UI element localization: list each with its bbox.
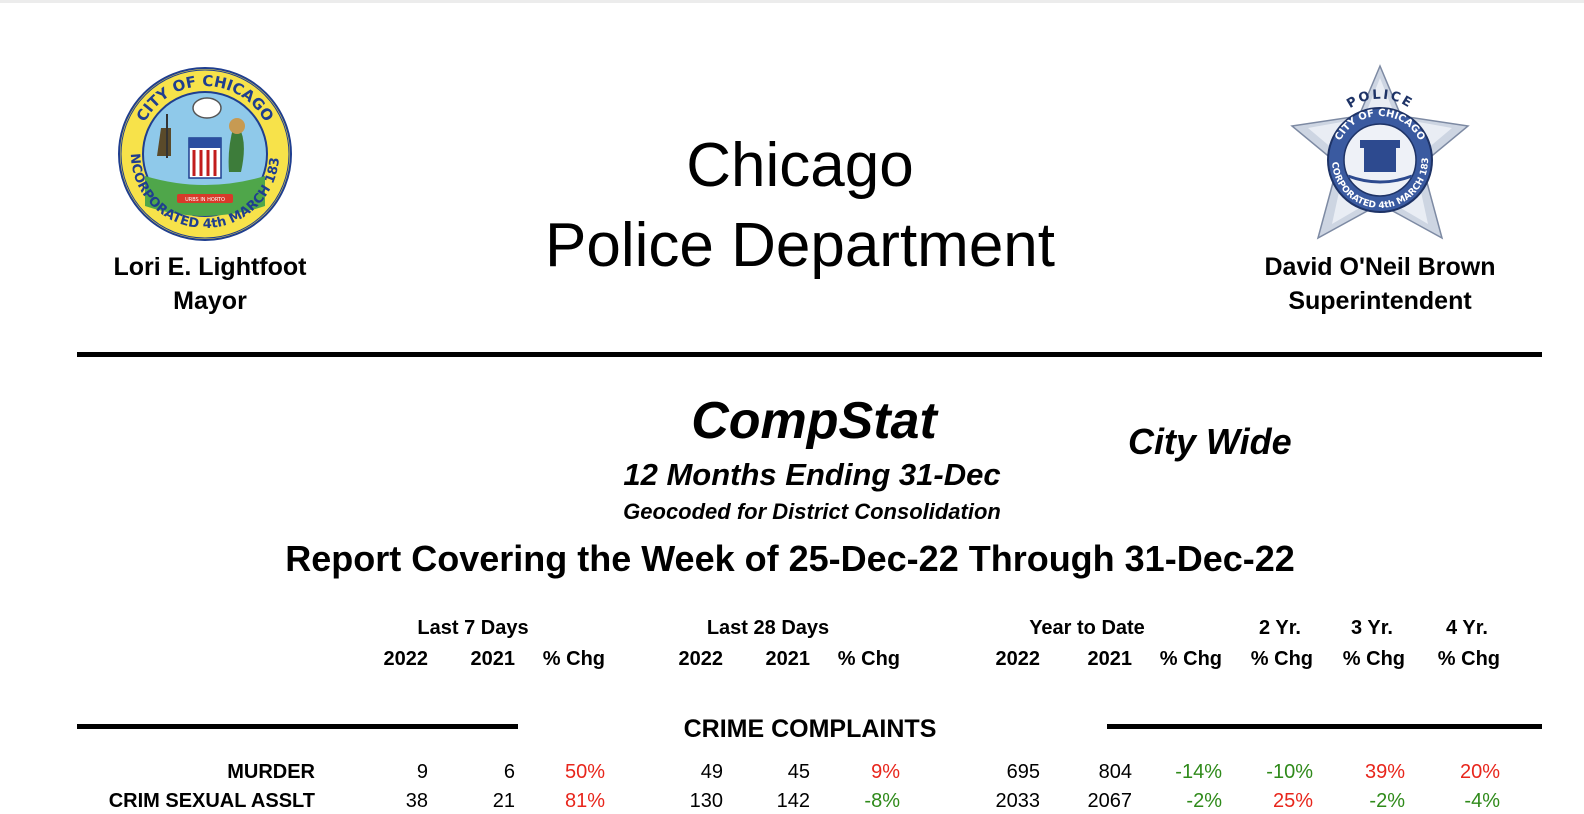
- table-cell: 695: [1006, 761, 1040, 783]
- title-line-1: Chicago: [686, 131, 914, 200]
- table-cell: 2033: [995, 790, 1041, 812]
- table-cell: 45: [787, 761, 810, 783]
- table-cell: 142: [776, 790, 810, 812]
- row-label: CRIM SEXUAL ASSLT: [108, 790, 315, 812]
- subheader-ytd-chg: % Chg: [1159, 648, 1222, 670]
- group-header-last-28-days: Last 28 Days: [706, 617, 830, 639]
- table-cell: -2%: [1369, 790, 1405, 812]
- table-cell: -8%: [864, 790, 900, 812]
- superintendent-block: David O'Neil Brown Superintendent: [1230, 250, 1530, 318]
- group-header-4yr: 4 Yr.: [1446, 617, 1488, 639]
- table-cell: -4%: [1464, 790, 1500, 812]
- table-cell: 21: [492, 790, 515, 812]
- section-rule-right: [1107, 724, 1542, 729]
- table-cell: -14%: [1175, 761, 1222, 783]
- mayor-block: Lori E. Lightfoot Mayor: [60, 250, 360, 318]
- table-cell: 81%: [564, 790, 605, 812]
- report-period: 12 Months Ending 31-Dec: [623, 457, 1001, 492]
- table-cell: 50%: [564, 761, 605, 783]
- table-cell: 49: [700, 761, 723, 783]
- header-divider: [77, 352, 1542, 357]
- page-title: Chicago Police Department: [440, 126, 1160, 286]
- subheader-28d-chg: % Chg: [837, 648, 900, 670]
- section-heading: CRIME COMPLAINTS: [683, 715, 937, 743]
- table-cell: 130: [689, 790, 723, 812]
- city-seal-logo: CITY OF CHICAGO INCORPORATED 4th MARCH 1…: [117, 66, 292, 241]
- table-cell: -10%: [1266, 761, 1313, 783]
- subheader-ytd-2021: 2021: [1087, 648, 1133, 670]
- subheader-7d-2022: 2022: [383, 648, 429, 670]
- subheader-28d-2022: 2022: [678, 648, 724, 670]
- table-cell: 2067: [1087, 790, 1133, 812]
- superintendent-title: Superintendent: [1288, 287, 1472, 315]
- group-header-year-to-date: Year to Date: [1029, 617, 1145, 639]
- table-cell: 25%: [1272, 790, 1313, 812]
- group-header-2yr: 2 Yr.: [1259, 617, 1301, 639]
- subheader-2yr-chg: % Chg: [1250, 648, 1313, 670]
- report-area: City Wide: [1128, 421, 1292, 462]
- table-cell: 9%: [871, 761, 900, 783]
- top-edge: [0, 0, 1584, 3]
- table-cell: 38: [405, 790, 428, 812]
- mayor-name: Lori E. Lightfoot: [113, 253, 307, 281]
- section-rule-left: [77, 724, 518, 729]
- row-label: MURDER: [227, 761, 315, 783]
- table-cell: 804: [1098, 761, 1132, 783]
- subheader-28d-2021: 2021: [765, 648, 811, 670]
- table-cell: 9: [416, 761, 428, 783]
- subheader-3yr-chg: % Chg: [1342, 648, 1405, 670]
- subheader-ytd-2022: 2022: [995, 648, 1041, 670]
- subheader-7d-2021: 2021: [470, 648, 516, 670]
- report-title: CompStat: [691, 392, 937, 450]
- table-cell: 20%: [1459, 761, 1500, 783]
- subheader-4yr-chg: % Chg: [1437, 648, 1500, 670]
- report-coverage: Report Covering the Week of 25-Dec-22 Th…: [285, 538, 1295, 579]
- report-note: Geocoded for District Consolidation: [623, 499, 1001, 524]
- title-line-2: Police Department: [544, 211, 1056, 280]
- group-header-3yr: 3 Yr.: [1351, 617, 1393, 639]
- subheader-7d-chg: % Chg: [542, 648, 605, 670]
- group-header-last-7-days: Last 7 Days: [417, 617, 529, 639]
- police-badge-logo: POLICE CITY OF CHICAGO INCORPORATED 4th …: [1288, 64, 1470, 240]
- city-seal-motto: URBS IN HORTO: [185, 197, 225, 203]
- table-cell: 6: [503, 761, 515, 783]
- table-cell: -2%: [1186, 790, 1222, 812]
- superintendent-name: David O'Neil Brown: [1264, 253, 1496, 281]
- table-cell: 39%: [1364, 761, 1405, 783]
- mayor-title: Mayor: [173, 287, 247, 315]
